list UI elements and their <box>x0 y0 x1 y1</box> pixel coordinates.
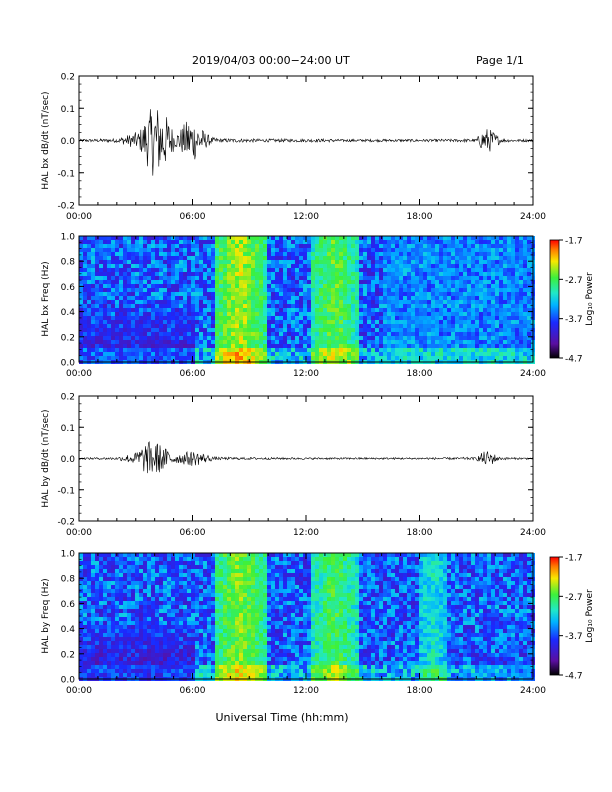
y-tick-label: 0.2 <box>61 73 75 83</box>
panel-2: -1.7 -2.7 -3.7 -4.7 Log₁₀ Power 1.0 0.8 0.6 0.4 0… <box>41 233 595 380</box>
panel-3: 0.2 0.1 0.0 -0.1 -0.200:00 06:00 12:00 18:00 24:… <box>41 393 546 539</box>
y-tick-label: 0.0 <box>61 455 76 465</box>
x-tick-label: 06:00 <box>180 369 206 379</box>
colorbar-tick-label: -1.7 <box>565 554 583 564</box>
y-tick-label: 0.2 <box>61 393 75 403</box>
y-tick-label: 0.0 <box>61 676 76 686</box>
chart-title: 2019/04/03 00:00−24:00 UT <box>192 54 350 67</box>
x-tick-label: 24:00 <box>520 369 546 379</box>
colorbar-label: Log₁₀ Power <box>585 589 595 643</box>
x-tick-label: 24:00 <box>520 686 546 696</box>
panel-4: -1.7 -2.7 -3.7 -4.7 Log₁₀ Power 1.0 0.8 0.6 0.4 0… <box>41 550 595 697</box>
y-tick-label: 0.4 <box>61 625 76 635</box>
y-axis-label: HAL by dB/dt (nT/sec) <box>41 409 51 507</box>
spectrogram-cells <box>79 236 535 364</box>
y-tick-label: -0.1 <box>57 486 75 496</box>
x-tick-label: 24:00 <box>520 528 546 538</box>
y-tick-label: 0.8 <box>61 258 76 268</box>
y-tick-label: 0.2 <box>61 333 75 343</box>
spectrogram-cells <box>79 553 535 681</box>
colorbar-tick-label: -1.7 <box>565 237 583 247</box>
x-tick-label: 18:00 <box>407 369 433 379</box>
x-axis-label: Universal Time (hh:mm) <box>216 711 349 724</box>
y-tick-label: -0.2 <box>57 518 75 528</box>
y-tick-label: 1.0 <box>61 233 76 243</box>
page-indicator: Page 1/1 <box>476 54 524 67</box>
x-tick-label: 18:00 <box>407 686 433 696</box>
plot-frame <box>78 75 534 206</box>
x-tick-label: 06:00 <box>180 212 206 222</box>
y-tick-label: 0.6 <box>61 283 76 293</box>
x-tick-label: 12:00 <box>293 369 319 379</box>
x-tick-label: 00:00 <box>66 212 92 222</box>
x-tick-label: 18:00 <box>407 212 433 222</box>
x-tick-label: 06:00 <box>180 528 206 538</box>
panel-1: 0.2 0.1 0.0 -0.1 -0.200:00 06:00 12:00 18:00 24:… <box>41 73 546 223</box>
colorbar-tick-label: -2.7 <box>565 276 583 286</box>
x-tick-label: 12:00 <box>293 686 319 696</box>
y-tick-label: 0.6 <box>61 600 76 610</box>
x-tick-label: 18:00 <box>407 528 433 538</box>
y-axis-label: HAL by Freq (Hz) <box>41 578 51 653</box>
x-tick-label: 12:00 <box>293 212 319 222</box>
y-tick-label: 0.0 <box>61 359 76 369</box>
colorbar <box>549 239 560 359</box>
colorbar-label: Log₁₀ Power <box>585 272 595 326</box>
y-tick-label: 1.0 <box>61 550 76 560</box>
y-tick-label: 0.1 <box>61 105 75 115</box>
y-axis-label: HAL bx Freq (Hz) <box>41 261 51 336</box>
x-tick-label: 00:00 <box>66 369 92 379</box>
y-tick-label: 0.8 <box>61 575 76 585</box>
colorbar-tick-label: -3.7 <box>565 632 583 642</box>
y-tick-label: -0.2 <box>57 202 75 212</box>
colorbar-tick-label: -2.7 <box>565 593 583 603</box>
y-tick-label: 0.2 <box>61 650 75 660</box>
y-axis-label: HAL bx dB/dt (nT/sec) <box>41 91 51 189</box>
x-tick-label: 24:00 <box>520 212 546 222</box>
colorbar-tick-label: -4.7 <box>565 355 583 365</box>
waveform-line <box>78 441 533 474</box>
x-tick-label: 06:00 <box>180 686 206 696</box>
x-tick-label: 00:00 <box>66 686 92 696</box>
y-tick-label: 0.1 <box>61 424 75 434</box>
y-tick-label: 0.0 <box>61 137 76 147</box>
x-tick-label: 12:00 <box>293 528 319 538</box>
colorbar-tick-label: -3.7 <box>565 315 583 325</box>
colorbar <box>549 556 560 676</box>
waveform-line <box>78 109 533 176</box>
colorbar-tick-label: -4.7 <box>565 672 583 682</box>
x-tick-label: 00:00 <box>66 528 92 538</box>
y-tick-label: -0.1 <box>57 169 75 179</box>
y-tick-label: 0.4 <box>61 308 76 318</box>
